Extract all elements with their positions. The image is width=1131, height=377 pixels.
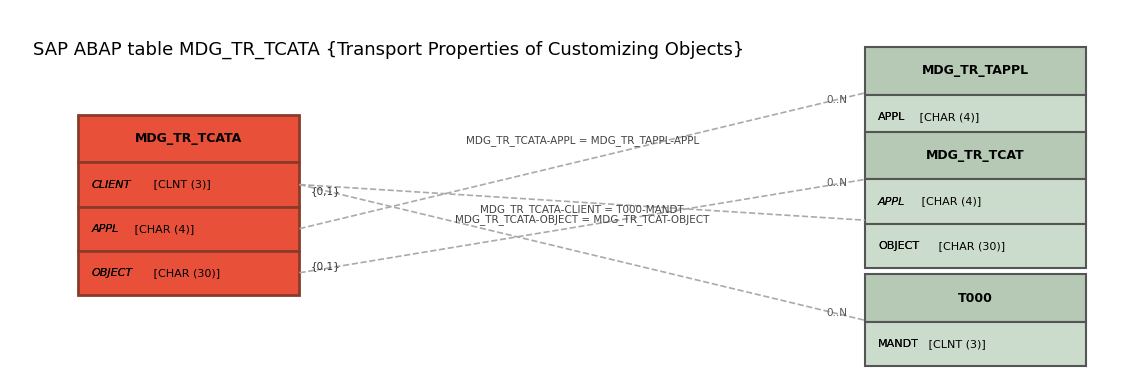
Text: [CHAR (30)]: [CHAR (30)] <box>934 241 1004 251</box>
Text: MANDT: MANDT <box>878 339 920 349</box>
FancyBboxPatch shape <box>78 207 300 251</box>
Text: APPL: APPL <box>878 112 906 122</box>
Text: MDG_TR_TCATA: MDG_TR_TCATA <box>135 132 242 145</box>
FancyBboxPatch shape <box>865 95 1087 139</box>
FancyBboxPatch shape <box>78 162 300 207</box>
Text: [CHAR (4)]: [CHAR (4)] <box>916 112 979 122</box>
Text: OBJECT: OBJECT <box>92 268 132 278</box>
Text: CLIENT: CLIENT <box>92 179 130 190</box>
Text: 0..N: 0..N <box>827 178 847 188</box>
Text: OBJECT: OBJECT <box>92 268 132 278</box>
Text: APPL: APPL <box>92 224 119 234</box>
FancyBboxPatch shape <box>78 115 300 162</box>
FancyBboxPatch shape <box>865 179 1087 224</box>
Text: MDG_TR_TCATA-CLIENT = T000-MANDT: MDG_TR_TCATA-CLIENT = T000-MANDT <box>481 204 684 215</box>
FancyBboxPatch shape <box>865 224 1087 268</box>
Text: [CLNT (3)]: [CLNT (3)] <box>149 179 210 190</box>
Text: [CLNT (3)]: [CLNT (3)] <box>925 339 986 349</box>
FancyBboxPatch shape <box>865 322 1087 366</box>
FancyBboxPatch shape <box>865 274 1087 322</box>
Text: MDG_TR_TCATA-OBJECT = MDG_TR_TCAT-OBJECT: MDG_TR_TCATA-OBJECT = MDG_TR_TCAT-OBJECT <box>455 214 709 225</box>
Text: [CHAR (4)]: [CHAR (4)] <box>131 224 195 234</box>
Text: SAP ABAP table MDG_TR_TCATA {Transport Properties of Customizing Objects}: SAP ABAP table MDG_TR_TCATA {Transport P… <box>34 40 744 58</box>
Text: CLIENT: CLIENT <box>92 179 130 190</box>
Text: 0..N: 0..N <box>827 308 847 319</box>
Text: {0,1}: {0,1} <box>311 186 340 196</box>
Text: MDG_TR_TAPPL: MDG_TR_TAPPL <box>922 64 1029 77</box>
Text: [CHAR (4)]: [CHAR (4)] <box>918 196 982 207</box>
Text: MANDT: MANDT <box>878 339 920 349</box>
Text: {0,1}: {0,1} <box>311 261 340 271</box>
Text: T000: T000 <box>958 292 993 305</box>
Text: APPL: APPL <box>878 196 906 207</box>
FancyBboxPatch shape <box>865 47 1087 95</box>
FancyBboxPatch shape <box>865 132 1087 179</box>
Text: APPL: APPL <box>878 196 906 207</box>
FancyBboxPatch shape <box>78 251 300 295</box>
Text: MDG_TR_TCATA-APPL = MDG_TR_TAPPL-APPL: MDG_TR_TCATA-APPL = MDG_TR_TAPPL-APPL <box>466 135 699 146</box>
Text: OBJECT: OBJECT <box>878 241 920 251</box>
Text: [CHAR (30)]: [CHAR (30)] <box>149 268 221 278</box>
Text: MDG_TR_TCAT: MDG_TR_TCAT <box>926 149 1025 162</box>
Text: APPL: APPL <box>92 224 119 234</box>
Text: OBJECT: OBJECT <box>878 241 920 251</box>
Text: APPL: APPL <box>878 112 906 122</box>
Text: 0..N: 0..N <box>827 95 847 105</box>
